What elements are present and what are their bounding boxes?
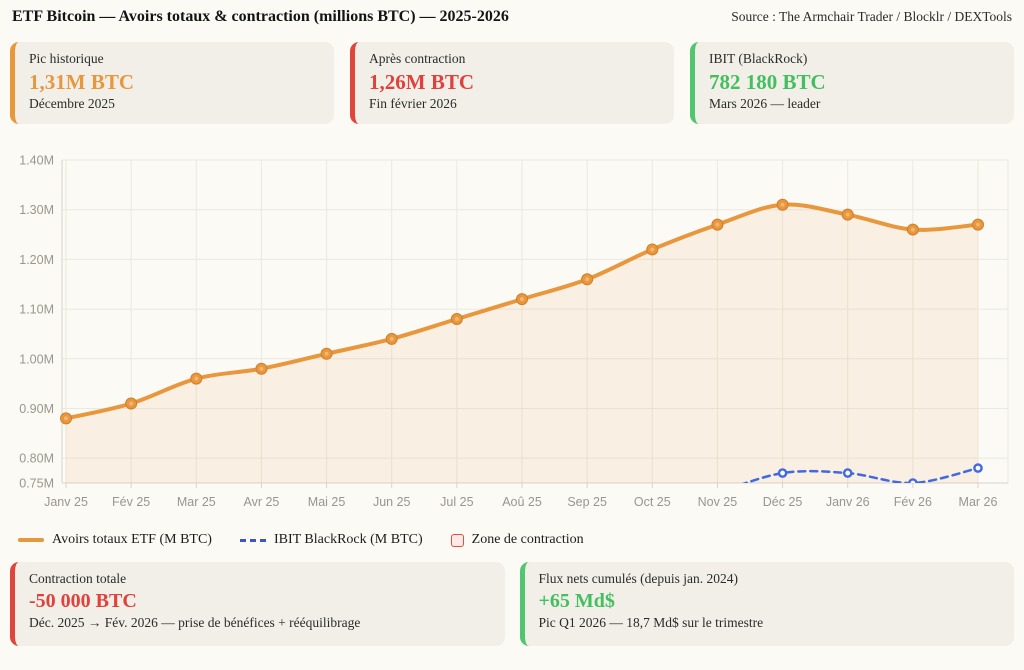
dashed-line-swatch-icon: [239, 538, 266, 542]
legend-label: Zone de contraction: [471, 532, 584, 547]
etf-point-center: [976, 222, 980, 227]
bottom-card-value: +65 Md$: [538, 590, 615, 612]
source-note: Source : The Armchair Trader / Blocklr /…: [731, 9, 1012, 24]
x-tick-label: Janv 26: [826, 495, 870, 509]
etf-point-center: [585, 277, 590, 282]
stat-card-apres-contraction: Après contraction 1,26M BTC Fin février …: [350, 42, 674, 124]
etf-point-center: [64, 416, 68, 421]
etf-point-center: [194, 376, 199, 381]
ibit-point[interactable]: [973, 463, 983, 473]
x-tick-label: Janv 25: [44, 495, 88, 509]
x-tick-label: Nov 25: [698, 495, 738, 509]
etf-point-center: [389, 336, 394, 341]
etf-point-center: [650, 247, 655, 252]
y-tick-label: 1.10M: [19, 303, 54, 317]
etf-series: [60, 198, 984, 483]
y-tick-label: 0.80M: [19, 452, 54, 466]
x-tick-label: Fév 25: [112, 495, 150, 509]
header: ETF Bitcoin — Avoirs totaux & contractio…: [12, 8, 1012, 26]
etf-point-center: [454, 317, 459, 322]
stat-card-label: IBIT (BlackRock): [709, 51, 808, 66]
legend-label: IBIT BlackRock (M BTC): [273, 532, 423, 547]
y-tick-label: 1.40M: [19, 154, 54, 168]
x-tick-label: Mar 25: [177, 495, 216, 509]
etf-point-center: [520, 297, 524, 302]
x-tick-label: Oct 25: [634, 495, 671, 509]
etf-point-center: [129, 401, 134, 406]
x-tick-label: Mar 26: [959, 495, 998, 509]
zone-swatch-icon: [450, 533, 464, 547]
stat-card-sub: Décembre 2025: [29, 96, 115, 112]
bottom-card-sub: Déc. 2025 → Fév. 2026 — prise de bénéfic…: [29, 615, 361, 630]
page: ETF Bitcoin — Avoirs totaux & contractio…: [10, 8, 1014, 646]
stat-card-value: 1,26M BTC: [369, 70, 474, 94]
card-flux-nets: Flux nets cumulés (depuis jan. 2024) +65…: [519, 562, 1014, 646]
stat-cards-row: Pic historique 1,31M BTC Décembre 2025 A…: [10, 42, 1014, 124]
stat-card-ibit: IBIT (BlackRock) 782 180 BTC Mars 2026 —…: [690, 42, 1014, 124]
legend-item-ibit[interactable]: IBIT BlackRock (M BTC): [239, 532, 423, 548]
page-title: ETF Bitcoin — Avoirs totaux & contractio…: [12, 8, 509, 25]
card-contraction-totale: Contraction totale -50 000 BTC Déc. 2025…: [10, 562, 505, 646]
legend-label: Avoirs totaux ETF (M BTC): [52, 532, 212, 547]
stat-card-value: 782 180 BTC: [709, 70, 826, 94]
etf-area: [66, 204, 978, 483]
ibit-series: [742, 463, 983, 486]
y-tick-label: 1.30M: [19, 203, 54, 217]
stat-card-value: 1,31M BTC: [29, 70, 134, 94]
etf-point-center: [910, 227, 915, 232]
bottom-card-value: -50 000 BTC: [29, 590, 137, 612]
stat-card-pic-historique: Pic historique 1,31M BTC Décembre 2025: [10, 42, 334, 124]
line-chart: 1.40M 1.30M 1.20M 1.10M 1.00M 0.90M 0.80M 0.75M…: [19, 154, 1009, 509]
x-tick-label: Jun 25: [373, 495, 411, 509]
bottom-cards-row: Contraction totale -50 000 BTC Déc. 2025…: [10, 562, 1014, 646]
stat-card-label: Pic historique: [29, 51, 104, 66]
legend-item-zone-contraction[interactable]: Zone de contraction: [450, 532, 584, 548]
bottom-card-label: Contraction totale: [29, 571, 127, 586]
stat-card-sub: Fin février 2026: [369, 96, 457, 112]
y-tick-label: 1.20M: [19, 253, 54, 267]
y-tick-label: 0.90M: [19, 402, 54, 416]
ibit-point[interactable]: [777, 468, 788, 478]
etf-point-center: [715, 222, 720, 227]
bottom-card-sub: Pic Q1 2026 — 18,7 Md$ sur le trimestre: [538, 615, 764, 630]
line-swatch-icon: [18, 538, 44, 542]
x-tick-label: Jul 25: [440, 495, 473, 509]
etf-point-center: [845, 212, 850, 217]
stat-card-sub: Mars 2026 — leader: [709, 96, 821, 112]
etf-point-center: [324, 351, 329, 356]
bottom-card-label: Flux nets cumulés (depuis jan. 2024): [538, 571, 738, 586]
y-tick-label: 0.75M: [19, 477, 54, 491]
x-tick-label: Fév 26: [894, 495, 932, 509]
ibit-point[interactable]: [908, 478, 918, 486]
ibit-point[interactable]: [842, 468, 853, 478]
legend-item-avoirs-totaux[interactable]: Avoirs totaux ETF (M BTC): [18, 532, 212, 548]
x-tick-label: Mai 25: [308, 495, 346, 509]
y-tick-label: 1.00M: [19, 352, 54, 366]
chart-canvas[interactable]: 1.40M 1.30M 1.20M 1.10M 1.00M 0.90M 0.80M 0.75M…: [10, 146, 1014, 526]
stat-card-label: Après contraction: [369, 51, 466, 66]
chart-legend: Avoirs totaux ETF (M BTC) IBIT BlackRock…: [18, 532, 1014, 548]
etf-point-center: [780, 202, 785, 207]
x-tick-label: Sep 25: [567, 495, 607, 509]
etf-point-center: [259, 366, 264, 371]
x-tick-label: Avr 25: [243, 495, 279, 509]
x-tick-label: Déc 25: [763, 495, 803, 509]
x-tick-label: Aoû 25: [502, 495, 542, 509]
